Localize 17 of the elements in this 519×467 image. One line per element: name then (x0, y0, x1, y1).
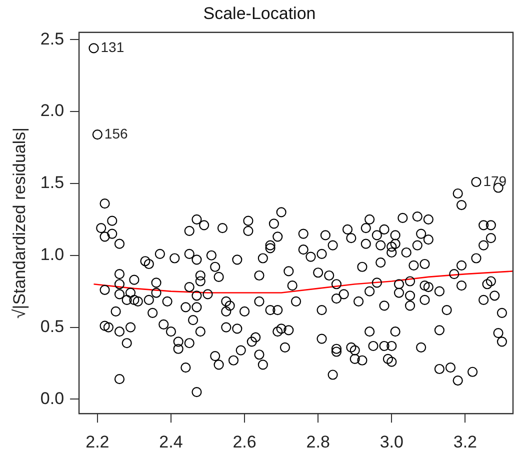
y-tick-label: 0.5 (40, 316, 64, 336)
y-axis-title: √|Standardized residuals| (10, 127, 29, 319)
y-tick-label: 0.0 (40, 388, 64, 408)
x-tick-label: 2.4 (159, 432, 183, 452)
x-tick-label: 3.0 (380, 432, 404, 452)
annotation: 179 (483, 172, 507, 189)
y-tick-label: 2.0 (40, 101, 64, 120)
x-tick-label: 3.2 (453, 432, 478, 452)
annotation: 156 (104, 125, 128, 142)
y-tick-label: 2.5 (40, 29, 64, 48)
x-tick-label: 2.2 (86, 432, 110, 452)
y-tick-label: 1.0 (40, 245, 64, 264)
x-tick-label: 2.8 (306, 432, 330, 452)
chart-title: Scale-Location (203, 4, 316, 23)
annotation: 131 (100, 39, 124, 56)
y-tick-label: 1.5 (40, 173, 64, 192)
x-tick-label: 2.6 (232, 432, 256, 452)
